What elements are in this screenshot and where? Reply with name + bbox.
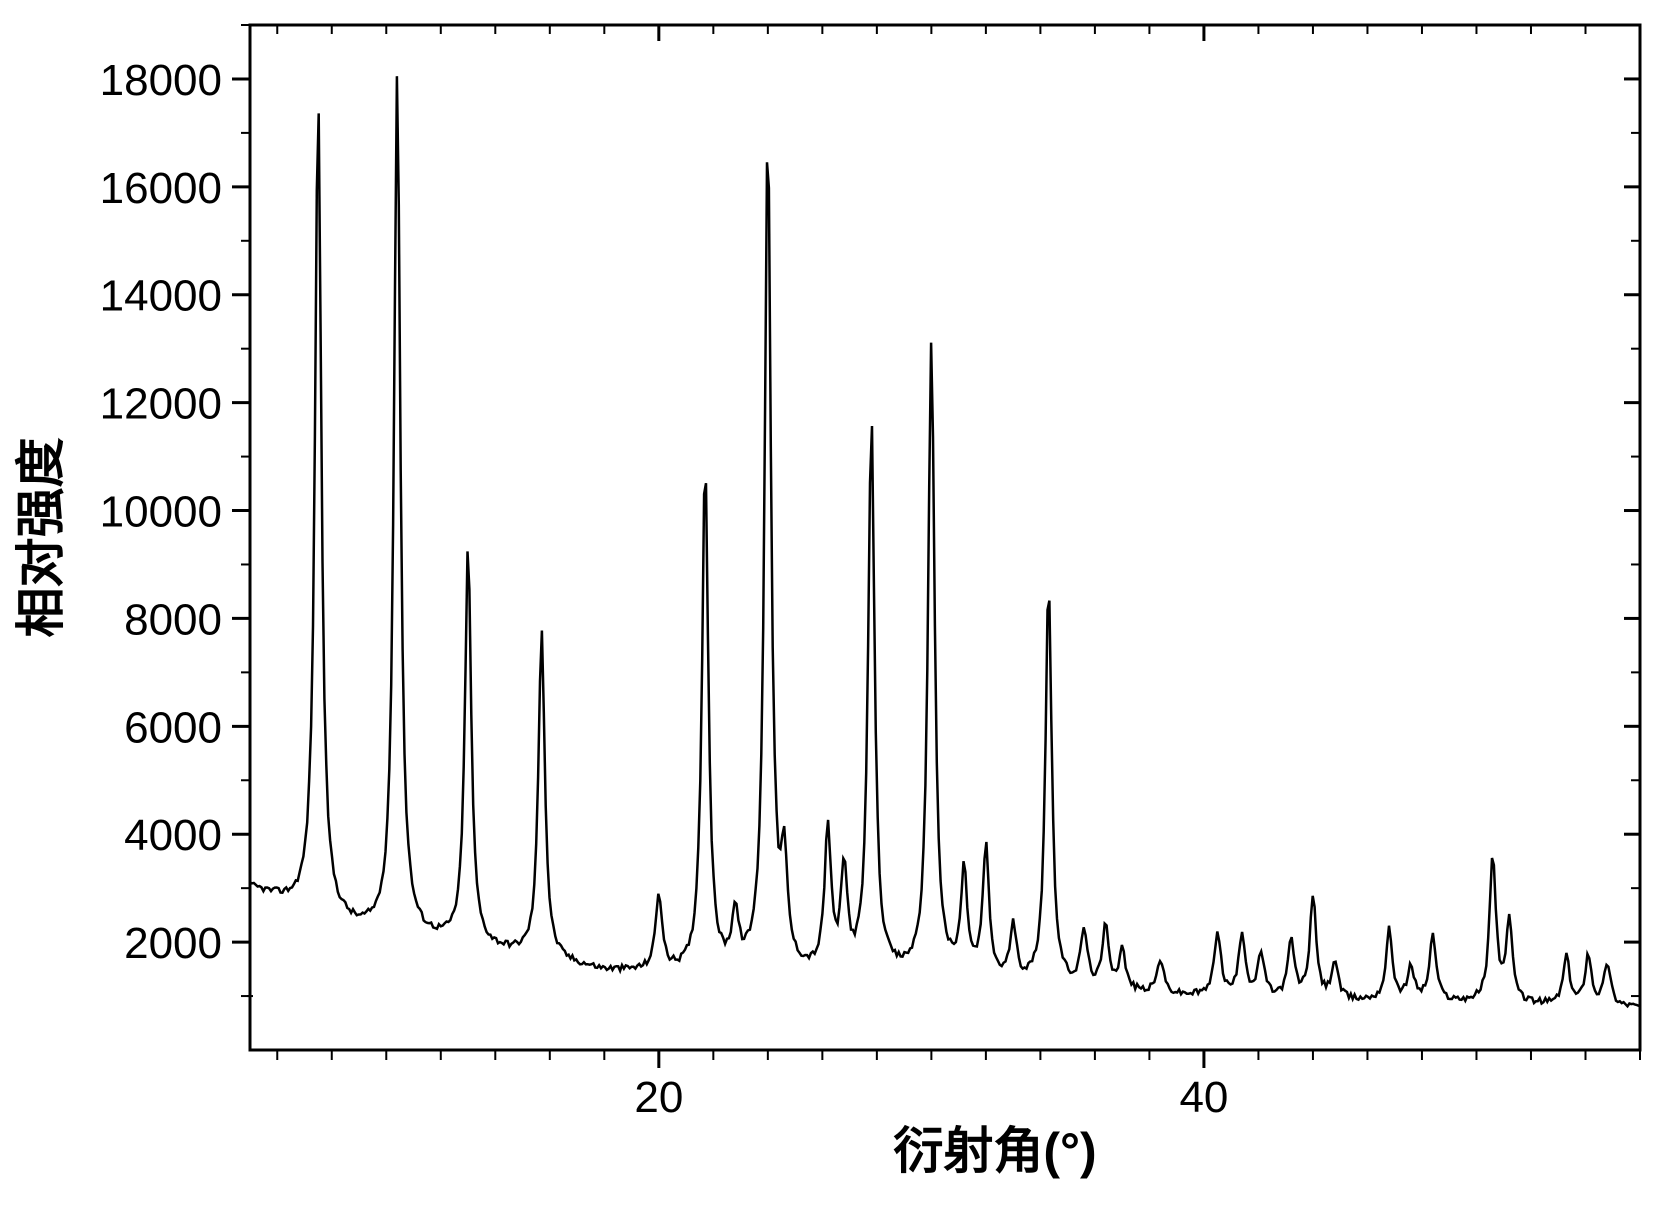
x-tick-label: 20 [634,1073,683,1122]
plot-border [250,25,1640,1050]
y-axis-label: 相对强度 [13,438,69,638]
y-tick-label: 16000 [100,164,222,213]
y-tick-label: 18000 [100,56,222,105]
y-tick-label: 4000 [124,811,222,860]
x-axis-label: 衍射角(°) [893,1123,1096,1179]
y-tick-label: 8000 [124,595,222,644]
y-tick-label: 10000 [100,488,222,537]
y-tick-label: 6000 [124,703,222,752]
chart-svg: 20 40 2000 4000 6000 8000 10000 12000 14000 16000… [0,0,1679,1209]
xrd-chart: 20 40 2000 4000 6000 8000 10000 12000 14000 16000… [0,0,1679,1209]
spectrum-line [250,76,1639,1006]
x-tick-label: 40 [1179,1073,1228,1122]
y-tick-label: 14000 [100,272,222,321]
y-tick-label: 12000 [100,380,222,429]
y-tick-label: 2000 [124,919,222,968]
